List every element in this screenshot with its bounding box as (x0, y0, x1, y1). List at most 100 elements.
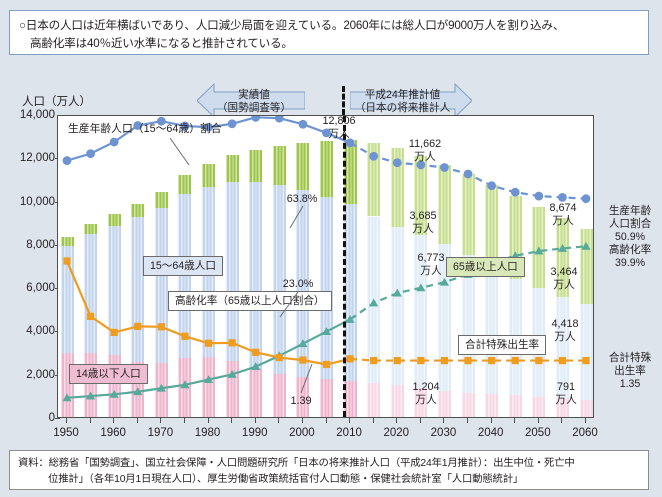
data-label-tfr-2010: 1.39 (290, 395, 312, 407)
bar-stripe-overlay (107, 213, 121, 226)
bar-stripe-overlay (367, 382, 381, 417)
stacked-bar (249, 150, 263, 417)
x-axis-minor-tick (537, 418, 539, 423)
bar-stripe-overlay (225, 182, 239, 361)
bar-stripe-overlay (367, 143, 381, 217)
tfr-legend-line2: 出生率 (614, 365, 646, 377)
total-2030-unit: 万人 (414, 150, 436, 163)
trend-line-marker (393, 356, 401, 365)
stacked-bar (272, 145, 286, 417)
bar-stripe-overlay (320, 141, 333, 198)
trend-line-path (350, 357, 586, 362)
bar-segment-elderly (225, 155, 239, 183)
divider-line (343, 116, 346, 417)
bar-segment-young (367, 382, 381, 417)
working-ratio-legend-value: 50.9% (614, 231, 646, 243)
trend-line-marker (581, 241, 591, 250)
x-axis-ticks: 1950 1960 1970 1980 1990 2000 2010 2020 2030 2040… (53, 418, 598, 444)
stacked-bar (437, 164, 451, 417)
aging-rate-label-box: 高齢化率（65歳以上人口割合） (168, 291, 332, 311)
bar-segment-young (272, 373, 286, 417)
trend-line-marker (535, 356, 543, 365)
trend-line-marker (416, 283, 426, 292)
trend-line-path (349, 245, 587, 321)
bar-stripe-overlay (414, 155, 428, 236)
trend-line-marker (274, 116, 284, 123)
x-axis-tick-label: 1970 (147, 427, 174, 439)
x-axis-minor-tick (490, 418, 492, 423)
trend-line-marker (180, 380, 190, 389)
stacked-bar (225, 155, 239, 417)
y-axis-tick-mark (55, 418, 60, 419)
bar-segment-elderly (296, 142, 310, 191)
trend-line-marker (463, 169, 473, 179)
y-axis-tick-label: 0 (48, 412, 55, 424)
trend-line-marker (558, 192, 567, 202)
bar-segment-elderly (202, 163, 216, 187)
bar-segment-elderly (461, 174, 475, 256)
trend-line-marker (228, 339, 236, 347)
bar-segment-young (390, 385, 404, 417)
x-axis-minor-tick (325, 418, 327, 423)
right-legend-aging-rate: 高齢化率 39.9% (600, 244, 660, 270)
x-axis-minor-tick (372, 418, 374, 423)
old-2030-unit: 万人 (412, 222, 434, 235)
bar-stripe-overlay (414, 388, 428, 417)
bar-segment-young (532, 396, 546, 417)
bar-stripe-overlay (84, 223, 98, 235)
y-axis-tick-label: 4,000 (26, 325, 55, 338)
trend-line-marker (417, 356, 425, 365)
x-axis-minor-tick (231, 418, 233, 423)
bar-segment-working (555, 296, 569, 399)
bar-segment-young (320, 379, 333, 417)
trend-line-marker (370, 356, 378, 365)
old-2060-unit: 万人 (553, 278, 575, 291)
y-axis-tick-label: 14,000 (19, 109, 55, 121)
bar-stripe-overlay (178, 174, 192, 195)
bar-stripe-overlay (131, 203, 145, 217)
y-axis-tick-label: 8,000 (26, 238, 55, 251)
y-axis-tick-label: 6,000 (26, 282, 55, 295)
trend-line-marker (345, 315, 355, 323)
actual-banner-line-2: （国勢調査等） (216, 102, 292, 114)
projection-banner-line-1: 平成24年推計値 (364, 89, 441, 101)
bar-segment-elderly (390, 148, 404, 227)
bar-stripe-overlay (390, 385, 404, 417)
bar-stripe-overlay (437, 164, 451, 245)
bar-stripe-overlay (296, 377, 310, 417)
bar-stripe-overlay (107, 225, 121, 356)
young-2030-unit: 万人 (415, 393, 437, 406)
trend-line-marker (86, 312, 95, 321)
data-label-young-2030: 1,204 万人 (412, 381, 439, 406)
bar-stripe-overlay (249, 150, 263, 183)
bar-stripe-overlay (437, 244, 451, 391)
x-axis-minor-tick (254, 418, 256, 423)
bar-segment-young (508, 395, 522, 417)
trend-line-marker (440, 356, 449, 365)
trend-line-marker (109, 389, 119, 398)
bar-stripe-overlay (555, 398, 569, 417)
working-ratio-legend-line2: 人口割合 (608, 218, 652, 230)
bar-segment-young (555, 398, 569, 417)
trend-line-marker (156, 383, 166, 392)
trend-lines-group (62, 116, 591, 402)
x-axis-minor-tick (396, 418, 398, 423)
trend-line-marker (392, 158, 402, 168)
aging-2030-value: 6,773 (417, 252, 445, 264)
bar-segment-young (343, 380, 357, 417)
bar-segment-working (60, 245, 74, 354)
bar-stripe-overlay (579, 399, 593, 417)
bar-segment-working (437, 244, 451, 391)
trend-line-marker (204, 122, 213, 132)
bar-segment-working (178, 194, 192, 359)
trend-line-marker (251, 362, 261, 371)
bar-segment-elderly (60, 236, 74, 246)
bar-segment-working (225, 182, 239, 361)
bar-stripe-overlay (225, 155, 239, 183)
x-axis-minor-tick (419, 418, 421, 423)
bar-stripe-overlay (60, 245, 74, 354)
y-axis-title: 人口（万人） (22, 96, 91, 108)
bar-stripe-overlay (579, 304, 593, 400)
elderly-population-label-box: 65歳以上人口 (446, 257, 525, 277)
headline-line-2: 高齢化率は40％近い水準になると推計されている。 (30, 37, 293, 50)
